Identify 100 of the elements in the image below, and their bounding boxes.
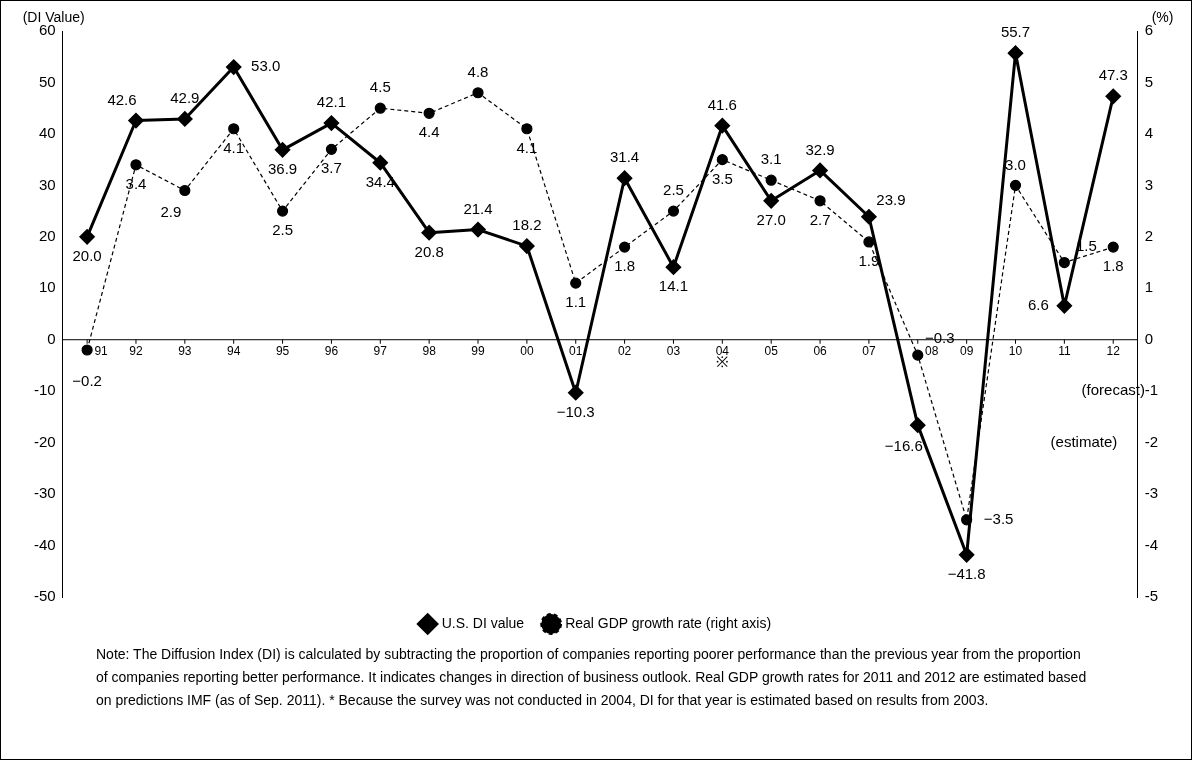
y-tick-label: 10 [38,278,56,296]
y-tick-label: -40 [33,535,56,553]
data-label: 42.9 [170,89,200,107]
data-label: 42.6 [107,90,137,108]
data-label: 1.8 [614,257,636,275]
y-tick-label: -10 [33,381,56,399]
x-tick-label: 06 [813,344,828,359]
point [667,205,680,217]
point [1008,45,1024,61]
data-label: 4.1 [516,138,538,156]
data-label: 20.0 [72,246,102,264]
point [521,123,533,135]
data-label: 41.6 [707,95,737,113]
data-label: 2.5 [272,221,293,239]
data-label: 53.0 [251,57,281,75]
legend-label: Real GDP growth rate (right axis) [565,614,772,631]
point [472,87,484,99]
point [959,547,975,563]
point [421,225,437,241]
y2-tick-label: -5 [1144,587,1159,605]
point [716,154,728,166]
data-label: −16.6 [884,437,923,455]
data-label: −0.2 [72,372,102,390]
x-tick-label: 91 [94,344,109,359]
x-tick-label: 07 [862,344,876,359]
y-tick-label: 30 [38,175,56,193]
point [423,107,435,119]
x-tick-label: 10 [1008,344,1023,359]
point [81,344,93,356]
y-tick-label: -50 [33,587,56,605]
data-label: 2.5 [663,181,684,199]
point [226,59,242,75]
data-label: 47.3 [1098,66,1128,84]
x-tick-label: 12 [1106,344,1121,359]
point [275,142,291,158]
annotation: (estimate) [1050,432,1118,450]
x-tick-label: 94 [227,344,241,359]
point [325,143,338,155]
data-label: 3.1 [760,150,782,168]
point [912,349,924,361]
data-label: 20.8 [414,242,444,260]
y-tick-label: -20 [33,432,56,450]
point [519,238,535,254]
x-tick-label: 97 [373,344,388,359]
point [814,195,826,207]
data-label: 36.9 [267,160,298,177]
y2-axis-title: (%) [1151,8,1174,25]
data-label: 42.1 [316,93,347,111]
x-tick-label: 92 [129,344,143,359]
point [79,229,95,245]
data-label: 4.1 [223,138,245,156]
point [1009,179,1022,191]
point [570,277,582,289]
point [617,170,633,186]
data-label: 27.0 [756,210,786,228]
y2-tick-label: 0 [1144,329,1154,347]
point [1105,88,1121,104]
point [619,241,631,253]
point [372,155,388,171]
data-label: 1.1 [565,293,587,311]
data-label: 4.8 [467,62,489,80]
point [861,209,877,225]
point [863,236,875,248]
legend-label: U.S. DI value [441,614,525,631]
y2-tick-label: 2 [1144,226,1154,244]
y2-tick-label: 6 [1144,21,1154,39]
y-tick-label: 50 [38,72,56,90]
data-label: 4.4 [418,123,440,141]
data-label: 3.4 [125,174,147,192]
data-label: 2.7 [809,210,831,228]
point [276,205,289,217]
point [665,259,681,275]
x-tick-label: 95 [275,344,290,359]
data-label: 2.9 [160,202,182,220]
data-label: 18.2 [512,216,542,234]
x-tick-label: 11 [1058,344,1071,359]
x-tick-label: 99 [471,344,486,359]
data-label: 3.5 [711,169,733,187]
data-label: 55.7 [1000,23,1031,41]
data-label: 3.7 [321,159,342,177]
point [1058,256,1070,269]
point [470,222,486,238]
y2-tick-label: 1 [1144,278,1154,296]
data-label: 14.1 [658,277,689,295]
y-tick-label: 40 [38,124,56,142]
x-tick-label: 08 [925,344,939,359]
point [568,385,584,401]
x-tick-label: 01 [569,344,583,359]
point [1107,241,1119,253]
data-label: −10.3 [556,402,595,420]
point [177,111,193,127]
data-label: 23.9 [876,190,906,208]
point [128,113,144,129]
data-label: 4.5 [369,78,391,96]
y2-tick-label: -1 [1144,381,1159,399]
x-tick-label: 93 [178,344,192,359]
point [812,162,828,178]
x-tick-label: 03 [666,344,681,359]
x-tick-label: 09 [959,344,974,359]
x-tick-label: 96 [324,344,339,359]
